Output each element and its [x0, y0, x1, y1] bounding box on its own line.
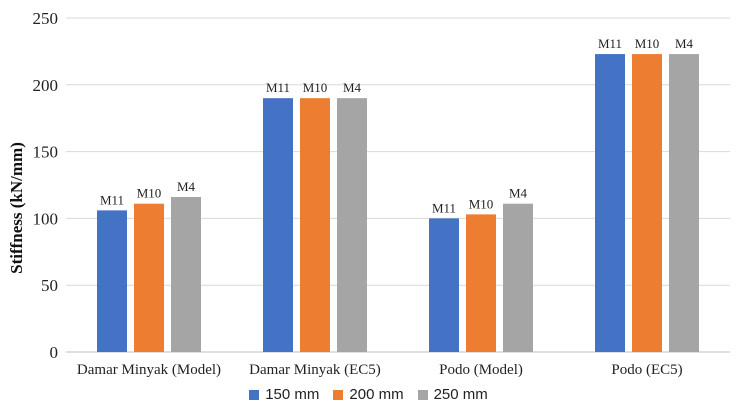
x-category-label: Damar Minyak (Model) [77, 362, 221, 378]
x-category-label: Podo (Model) [439, 362, 523, 378]
x-axis-categories: Damar Minyak (Model) Damar Minyak (EC5) Po… [77, 362, 683, 378]
bar-data-label: M4 [675, 36, 694, 51]
bar-data-label: M4 [177, 179, 196, 194]
legend-item: 150 mm [249, 386, 319, 403]
y-tick-label: 150 [33, 143, 59, 162]
y-tick-label: 200 [33, 76, 59, 95]
bar-data-label: M11 [598, 36, 622, 51]
y-tick-label: 100 [33, 209, 59, 228]
bar-data-label: M10 [635, 36, 660, 51]
legend: 150 mm 200 mm 250 mm [0, 386, 737, 403]
legend-label: 150 mm [265, 386, 320, 403]
legend-item: 250 mm [417, 386, 488, 403]
legend-swatch [333, 389, 344, 400]
bar [632, 54, 662, 353]
y-tick-label: 50 [41, 276, 58, 295]
bars [97, 54, 699, 353]
bar-data-label: M10 [469, 196, 494, 211]
bar [134, 203, 164, 352]
legend-swatch [249, 389, 260, 400]
gridlines [66, 17, 730, 353]
bar [429, 218, 459, 352]
x-category-label: Damar Minyak (EC5) [249, 362, 381, 378]
bar [669, 54, 699, 353]
y-tick-label: 250 [33, 9, 59, 28]
bar [97, 210, 127, 352]
bar-data-label: M4 [343, 80, 362, 95]
bar [595, 54, 625, 353]
y-axis-ticks: 0 50 100 150 200 250 [33, 9, 59, 362]
legend-item: 200 mm [333, 386, 404, 403]
bar [263, 98, 293, 352]
bar-data-label: M10 [137, 186, 162, 201]
bar-data-label: M11 [100, 192, 124, 207]
bar-data-label: M11 [266, 80, 290, 95]
y-axis-label: Stiffness (kN/mm) [7, 142, 26, 274]
legend-swatch [417, 389, 428, 400]
data-labels: M11 M10 M4 M11 M10 M4 M11 M10 M4 M11 M10 M4 [100, 36, 694, 215]
y-tick-label: 0 [50, 343, 59, 362]
bar-data-label: M11 [432, 200, 456, 215]
bar [503, 203, 533, 352]
legend-label: 250 mm [433, 386, 488, 403]
bar [337, 98, 367, 352]
bar-data-label: M10 [303, 80, 328, 95]
x-category-label: Podo (EC5) [611, 362, 682, 378]
bar-data-label: M4 [509, 186, 528, 201]
bar [171, 197, 201, 352]
bar [300, 98, 330, 352]
bar [466, 214, 496, 352]
legend-label: 200 mm [349, 386, 404, 403]
